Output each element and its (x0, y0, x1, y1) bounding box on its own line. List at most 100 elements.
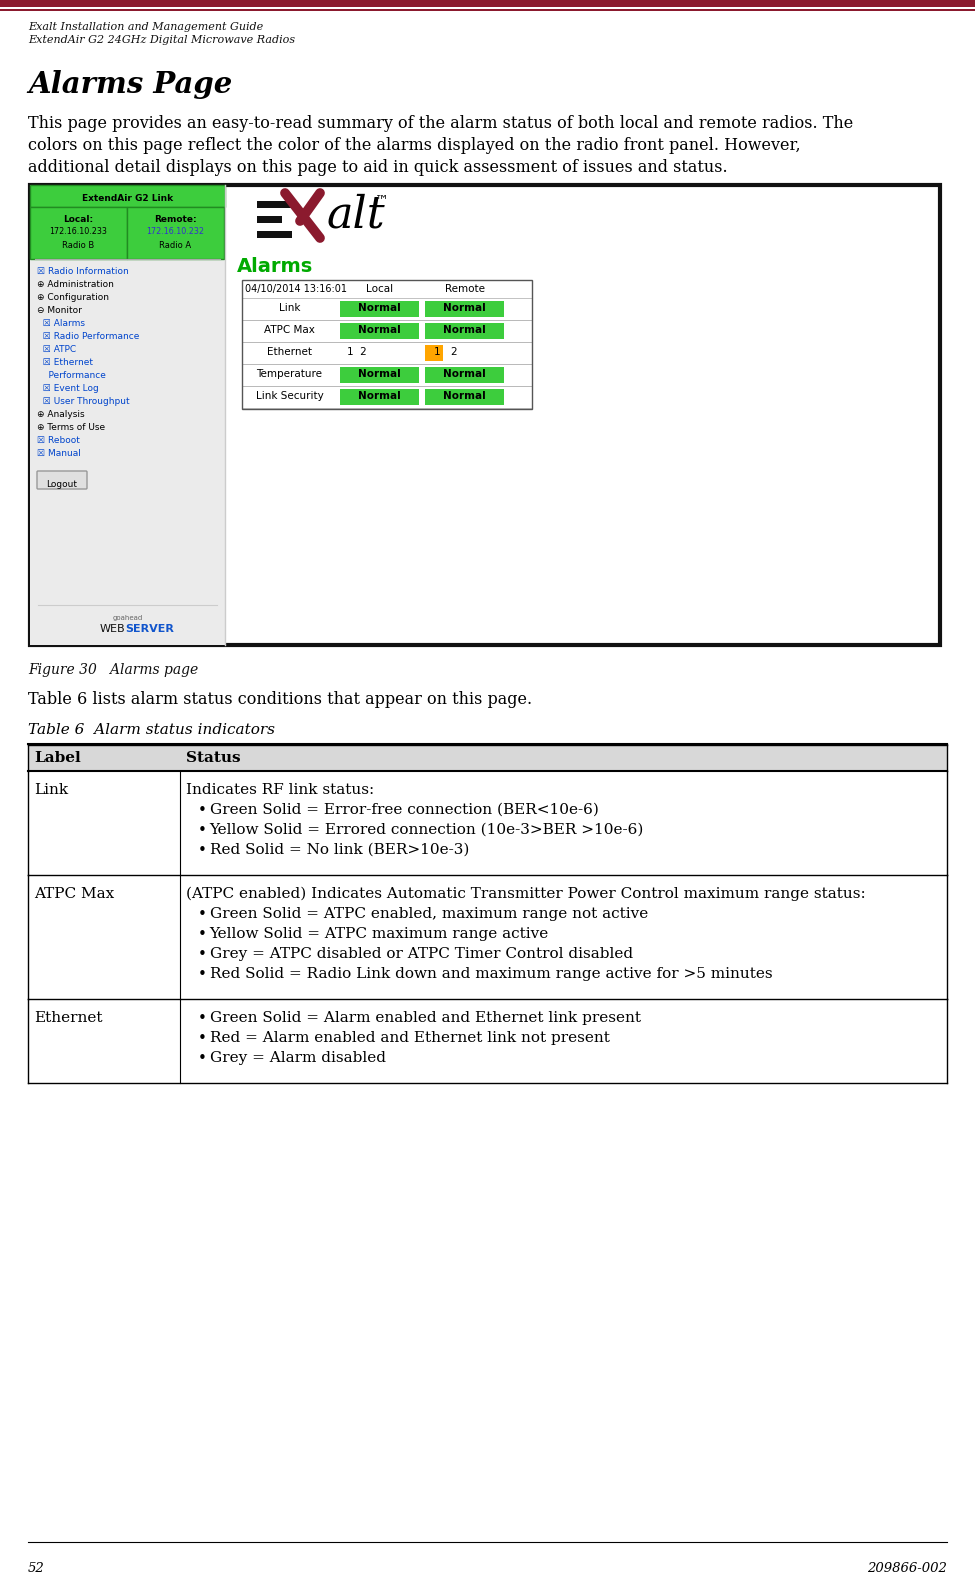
Text: Normal: Normal (358, 391, 401, 401)
Bar (0, 0, 975, 6)
Text: ⊕ Administration: ⊕ Administration (37, 279, 114, 289)
Text: ☒ Alarms: ☒ Alarms (37, 319, 85, 328)
Bar (242, 320, 532, 342)
Bar (242, 342, 532, 365)
Text: ☒ Manual: ☒ Manual (37, 450, 81, 458)
Text: ☒ Ethernet: ☒ Ethernet (37, 358, 93, 368)
Bar (257, 216, 282, 222)
Text: Link Security: Link Security (255, 391, 324, 401)
Text: (ATPC enabled) Indicates Automatic Transmitter Power Control maximum range statu: (ATPC enabled) Indicates Automatic Trans… (185, 887, 866, 901)
Text: •: • (198, 926, 207, 942)
Text: additional detail displays on this page to aid in quick assessment of issues and: additional detail displays on this page … (28, 159, 727, 177)
Text: This page provides an easy-to-read summary of the alarm status of both local and: This page provides an easy-to-read summa… (28, 115, 853, 133)
Text: Link: Link (34, 783, 68, 797)
Text: Green Solid = Error-free connection (BER<10e-6): Green Solid = Error-free connection (BER… (210, 803, 599, 817)
Bar (340, 301, 419, 317)
Text: 04/10/2014 13:16:01: 04/10/2014 13:16:01 (245, 284, 347, 294)
Text: Local:: Local: (63, 215, 94, 224)
Text: Red = Alarm enabled and Ethernet link not present: Red = Alarm enabled and Ethernet link no… (210, 1030, 609, 1045)
Text: ☒ ATPC: ☒ ATPC (37, 346, 76, 353)
Text: Normal: Normal (443, 391, 486, 401)
Bar (257, 230, 292, 238)
Bar (340, 390, 419, 406)
Text: Performance: Performance (37, 371, 106, 380)
Text: ⊖ Monitor: ⊖ Monitor (37, 306, 82, 316)
Text: ☒ User Throughput: ☒ User Throughput (37, 398, 130, 406)
Text: 1  2: 1 2 (347, 347, 367, 357)
Text: •: • (198, 1051, 207, 1067)
Text: •: • (198, 1011, 207, 1026)
Text: 1: 1 (434, 347, 441, 357)
Text: Ethernet: Ethernet (267, 347, 312, 357)
Text: Local: Local (366, 284, 393, 294)
Text: Normal: Normal (443, 303, 486, 312)
Text: WEB: WEB (99, 623, 126, 634)
Text: Red Solid = No link (BER>10e-3): Red Solid = No link (BER>10e-3) (210, 843, 469, 857)
Text: ☒ Radio Information: ☒ Radio Information (37, 267, 129, 276)
Text: Green Solid = ATPC enabled, maximum range not active: Green Solid = ATPC enabled, maximum rang… (210, 907, 647, 922)
Text: Green Solid = Alarm enabled and Ethernet link present: Green Solid = Alarm enabled and Ethernet… (210, 1011, 641, 1026)
Text: Alarms Page: Alarms Page (28, 69, 232, 99)
Text: ⊕ Analysis: ⊕ Analysis (37, 410, 85, 420)
Text: alt: alt (327, 193, 386, 237)
Text: 209866-002: 209866-002 (867, 1562, 947, 1575)
Bar (28, 745, 947, 772)
Text: •: • (198, 967, 207, 982)
Text: Logout: Logout (47, 480, 77, 489)
Text: ExtendAir G2 Link: ExtendAir G2 Link (82, 194, 174, 202)
Bar (257, 200, 292, 208)
Bar (242, 298, 532, 320)
Bar (425, 346, 443, 361)
Text: ☒ Radio Performance: ☒ Radio Performance (37, 331, 139, 341)
Text: ☒ Reboot: ☒ Reboot (37, 436, 80, 445)
Text: Remote: Remote (445, 284, 485, 294)
Text: Table 6  Alarm status indicators: Table 6 Alarm status indicators (28, 723, 275, 737)
FancyBboxPatch shape (37, 470, 87, 489)
Bar (242, 365, 532, 387)
Text: Radio A: Radio A (160, 241, 191, 249)
Bar (242, 387, 532, 409)
Text: Ethernet: Ethernet (34, 1011, 102, 1026)
Text: colors on this page reflect the color of the alarms displayed on the radio front: colors on this page reflect the color of… (28, 137, 800, 155)
Text: 172.16.10.233: 172.16.10.233 (50, 227, 107, 237)
Text: Normal: Normal (358, 325, 401, 335)
Text: Temperature: Temperature (256, 369, 323, 379)
Bar (425, 390, 504, 406)
Text: 2: 2 (450, 347, 456, 357)
Text: Indicates RF link status:: Indicates RF link status: (185, 783, 373, 797)
Bar (425, 323, 504, 339)
Text: •: • (198, 843, 207, 858)
Text: Yellow Solid = Errored connection (10e-3>BER >10e-6): Yellow Solid = Errored connection (10e-3… (210, 824, 644, 836)
Text: SERVER: SERVER (126, 623, 175, 634)
Bar (127, 207, 224, 259)
Text: Figure 30   Alarms page: Figure 30 Alarms page (28, 663, 198, 677)
Text: Label: Label (34, 751, 81, 765)
Text: Remote:: Remote: (154, 215, 197, 224)
Text: •: • (198, 907, 207, 922)
Text: Normal: Normal (443, 325, 486, 335)
Text: ATPC Max: ATPC Max (264, 325, 315, 335)
Text: ⊕ Terms of Use: ⊕ Terms of Use (37, 423, 105, 432)
Bar (242, 279, 532, 409)
Text: goahead: goahead (112, 615, 142, 622)
Text: Link: Link (279, 303, 300, 312)
Text: •: • (198, 803, 207, 817)
Bar (340, 368, 419, 383)
Bar (425, 301, 504, 317)
Text: Alarms: Alarms (237, 257, 313, 276)
Text: Red Solid = Radio Link down and maximum range active for >5 minutes: Red Solid = Radio Link down and maximum … (210, 967, 772, 982)
Text: ATPC Max: ATPC Max (34, 887, 114, 901)
Text: 52: 52 (28, 1562, 45, 1575)
Text: Exalt Installation and Management Guide: Exalt Installation and Management Guide (28, 22, 263, 32)
Text: ™: ™ (375, 193, 389, 207)
Text: ExtendAir G2 24GHz Digital Microwave Radios: ExtendAir G2 24GHz Digital Microwave Rad… (28, 35, 295, 46)
Bar (30, 207, 127, 259)
Bar (30, 185, 940, 645)
Bar (0, 8, 975, 11)
Text: Status: Status (185, 751, 240, 765)
Bar (340, 323, 419, 339)
Text: Normal: Normal (443, 369, 486, 379)
Text: •: • (198, 947, 207, 963)
Bar (425, 368, 504, 383)
Text: Yellow Solid = ATPC maximum range active: Yellow Solid = ATPC maximum range active (210, 926, 549, 940)
